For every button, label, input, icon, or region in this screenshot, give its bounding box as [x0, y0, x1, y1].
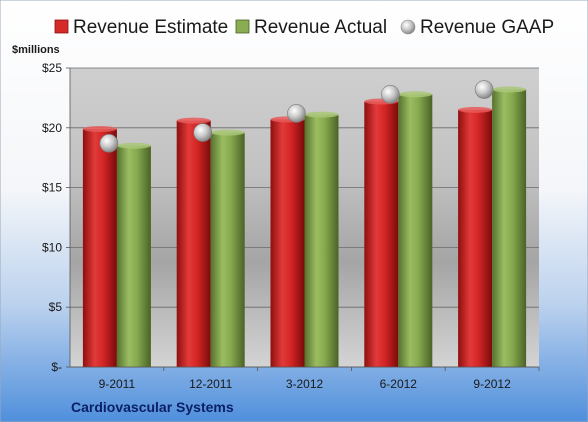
bar-revenue-estimate: [176, 120, 211, 368]
y-tick-label: $5: [49, 300, 63, 314]
y-tick-label: $15: [42, 181, 62, 195]
legend-marker-gaap: [400, 19, 416, 35]
bar-revenue-actual: [116, 145, 151, 367]
bar-revenue-estimate-top: [82, 125, 117, 132]
y-tick-label: $20: [42, 121, 62, 135]
legend-label-actual: Revenue Actual: [254, 17, 387, 38]
legend-label-gaap: Revenue GAAP: [420, 17, 554, 38]
markers-layer: [99, 80, 494, 153]
bar-revenue-actual-top: [398, 91, 433, 98]
bars-layer: [82, 86, 527, 368]
x-tick-label: 3-2012: [286, 377, 324, 391]
bar-revenue-actual: [304, 114, 339, 367]
y-tick-label: $25: [42, 61, 62, 75]
bar-revenue-estimate: [364, 101, 399, 367]
y-axis-unit-label: $millions: [12, 44, 60, 56]
x-tick-label: 12-2011: [189, 377, 232, 391]
bar-revenue-actual-top: [492, 86, 527, 93]
bar-revenue-actual: [492, 89, 527, 367]
bar-revenue-actual: [398, 94, 433, 367]
legend-swatch-estimate: [54, 19, 69, 34]
marker-revenue-gaap: [99, 134, 119, 153]
bar-revenue-estimate-top: [458, 106, 493, 113]
bar-revenue-actual-top: [210, 129, 245, 136]
x-tick-label: 9-2012: [473, 377, 511, 391]
legend-swatch-actual: [235, 19, 250, 34]
bar-revenue-actual-top: [304, 111, 339, 118]
y-tick-label: $10: [42, 240, 62, 254]
bar-revenue-estimate: [82, 128, 117, 367]
x-tick-label: 9-2011: [99, 377, 136, 391]
legend-label-estimate: Revenue Estimate: [73, 17, 228, 38]
marker-revenue-gaap: [474, 80, 494, 99]
x-tick-label: 6-2012: [380, 377, 418, 391]
company-name: Cardiovascular Systems: [71, 399, 234, 415]
x-axis-ticks: 9-2011 12-2011 3-2012 6-2012 9-2012: [99, 367, 540, 391]
bar-revenue-estimate: [270, 119, 305, 367]
y-axis-ticks: $- $5 $10 $15 $20 $25: [42, 61, 539, 374]
bar-revenue-actual-top: [116, 142, 151, 149]
bar-revenue-estimate: [458, 109, 493, 368]
bar-revenue-estimate-top: [176, 117, 211, 124]
legend: Revenue Estimate Revenue Actual Revenue …: [54, 17, 554, 38]
marker-revenue-gaap: [193, 123, 212, 142]
bar-revenue-actual: [210, 132, 245, 367]
y-tick-label: $-: [51, 360, 62, 374]
marker-revenue-gaap: [380, 85, 400, 104]
marker-revenue-gaap: [287, 104, 306, 123]
